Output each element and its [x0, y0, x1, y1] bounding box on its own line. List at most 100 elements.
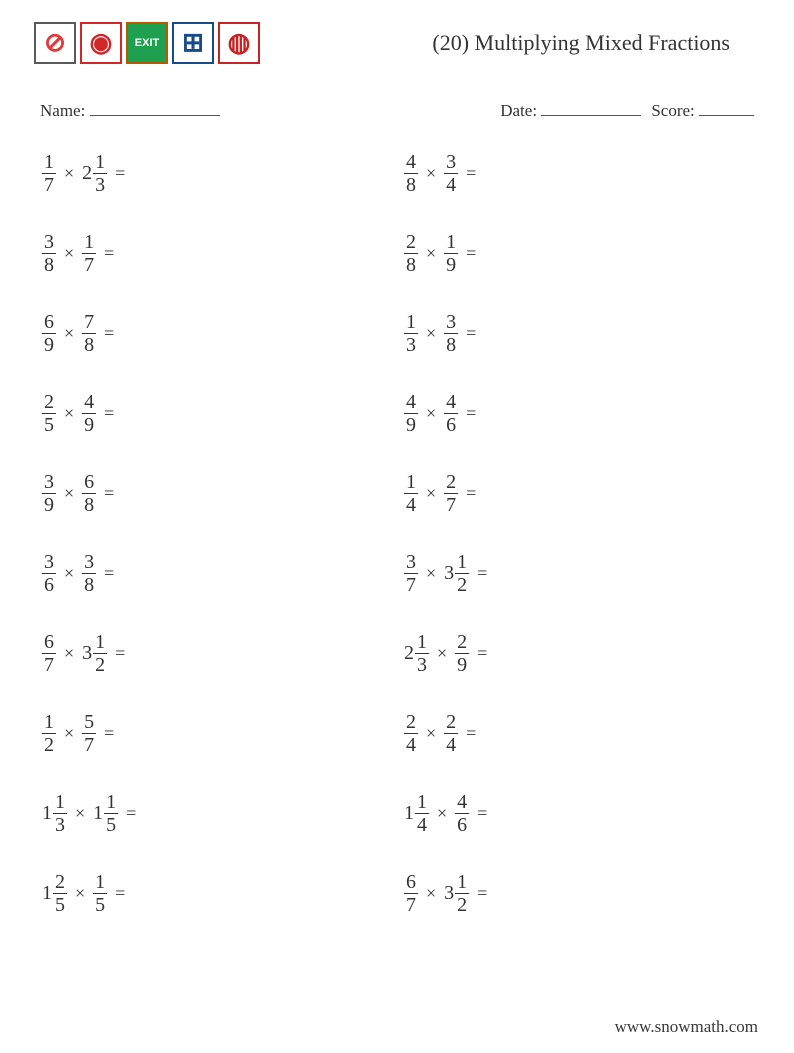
denominator: 2 — [455, 893, 469, 915]
denominator: 9 — [42, 493, 56, 515]
fraction: 13 — [415, 632, 429, 675]
denominator: 8 — [444, 333, 458, 355]
operand-a: 25 — [42, 392, 56, 435]
equals-symbol: = — [104, 483, 114, 504]
numerator: 3 — [42, 552, 56, 573]
operand-a: 12 — [42, 712, 56, 755]
equals-symbol: = — [104, 323, 114, 344]
times-symbol: × — [426, 323, 436, 344]
problem-2: 48×34= — [404, 151, 766, 197]
fraction: 69 — [42, 312, 56, 355]
numerator: 4 — [82, 392, 96, 413]
fraction: 68 — [82, 472, 96, 515]
equals-symbol: = — [466, 483, 476, 504]
numerator: 3 — [444, 152, 458, 173]
denominator: 6 — [42, 573, 56, 595]
denominator: 8 — [42, 253, 56, 275]
page-title: (20) Multiplying Mixed Fractions — [432, 30, 760, 56]
operand-a: 28 — [404, 232, 418, 275]
fraction: 15 — [93, 872, 107, 915]
numerator: 1 — [444, 232, 458, 253]
equals-symbol: = — [115, 883, 125, 904]
numerator: 1 — [93, 872, 107, 893]
problem-11: 36×38= — [42, 551, 404, 597]
worksheet-page: ⊘◉EXIT⊞◍ (20) Multiplying Mixed Fraction… — [0, 0, 794, 1053]
denominator: 8 — [82, 573, 96, 595]
numerator: 2 — [404, 232, 418, 253]
fraction: 17 — [82, 232, 96, 275]
operand-b: 29 — [455, 632, 469, 675]
operand-b: 115 — [93, 792, 118, 835]
numerator: 6 — [42, 632, 56, 653]
denominator: 3 — [93, 173, 107, 195]
problems-grid: 17×213=48×34=38×17=28×19=69×78=13×38=25×… — [28, 151, 766, 917]
equals-symbol: = — [466, 403, 476, 424]
whole-part: 2 — [82, 162, 92, 185]
equals-symbol: = — [104, 723, 114, 744]
denominator: 5 — [93, 893, 107, 915]
denominator: 7 — [404, 573, 418, 595]
equals-symbol: = — [104, 563, 114, 584]
denominator: 5 — [53, 893, 67, 915]
operand-a: 213 — [404, 632, 429, 675]
fraction: 46 — [455, 792, 469, 835]
numerator: 3 — [444, 312, 458, 333]
operand-a: 67 — [404, 872, 418, 915]
operand-a: 36 — [42, 552, 56, 595]
denominator: 4 — [404, 733, 418, 755]
problem-17: 113×115= — [42, 791, 404, 837]
operand-a: 39 — [42, 472, 56, 515]
numerator: 2 — [42, 392, 56, 413]
denominator: 9 — [82, 413, 96, 435]
denominator: 6 — [455, 813, 469, 835]
denominator: 7 — [82, 253, 96, 275]
times-symbol: × — [64, 483, 74, 504]
operand-a: 113 — [42, 792, 67, 835]
denominator: 7 — [404, 893, 418, 915]
fraction: 12 — [42, 712, 56, 755]
times-symbol: × — [426, 243, 436, 264]
operand-b: 312 — [444, 872, 469, 915]
denominator: 4 — [415, 813, 429, 835]
problem-12: 37×312= — [404, 551, 766, 597]
numerator: 1 — [455, 872, 469, 893]
problem-20: 67×312= — [404, 871, 766, 917]
fraction: 24 — [404, 712, 418, 755]
fraction: 46 — [444, 392, 458, 435]
numerator: 7 — [82, 312, 96, 333]
denominator: 3 — [415, 653, 429, 675]
equals-symbol: = — [477, 563, 487, 584]
times-symbol: × — [426, 163, 436, 184]
operand-a: 24 — [404, 712, 418, 755]
times-symbol: × — [64, 323, 74, 344]
date-score-group: Date: Score: — [500, 98, 754, 121]
problem-10: 14×27= — [404, 471, 766, 517]
fire-hose-icon: ◍ — [218, 22, 260, 64]
operand-b: 312 — [82, 632, 107, 675]
operand-a: 49 — [404, 392, 418, 435]
fraction: 37 — [404, 552, 418, 595]
equals-symbol: = — [466, 243, 476, 264]
numerator: 2 — [444, 712, 458, 733]
header-row: ⊘◉EXIT⊞◍ (20) Multiplying Mixed Fraction… — [28, 22, 766, 64]
numerator: 6 — [404, 872, 418, 893]
equals-symbol: = — [104, 243, 114, 264]
footer-url: www.snowmath.com — [615, 1017, 758, 1037]
times-symbol: × — [426, 723, 436, 744]
numerator: 2 — [455, 632, 469, 653]
equals-symbol: = — [477, 803, 487, 824]
fire-alarm-icon: ◉ — [80, 22, 122, 64]
operand-b: 27 — [444, 472, 458, 515]
problem-8: 49×46= — [404, 391, 766, 437]
fraction: 12 — [455, 872, 469, 915]
numerator: 4 — [455, 792, 469, 813]
denominator: 5 — [104, 813, 118, 835]
operand-a: 114 — [404, 792, 429, 835]
operand-a: 48 — [404, 152, 418, 195]
times-symbol: × — [64, 163, 74, 184]
fraction: 36 — [42, 552, 56, 595]
fraction: 24 — [444, 712, 458, 755]
numerator: 2 — [444, 472, 458, 493]
name-blank — [90, 98, 220, 116]
denominator: 5 — [42, 413, 56, 435]
